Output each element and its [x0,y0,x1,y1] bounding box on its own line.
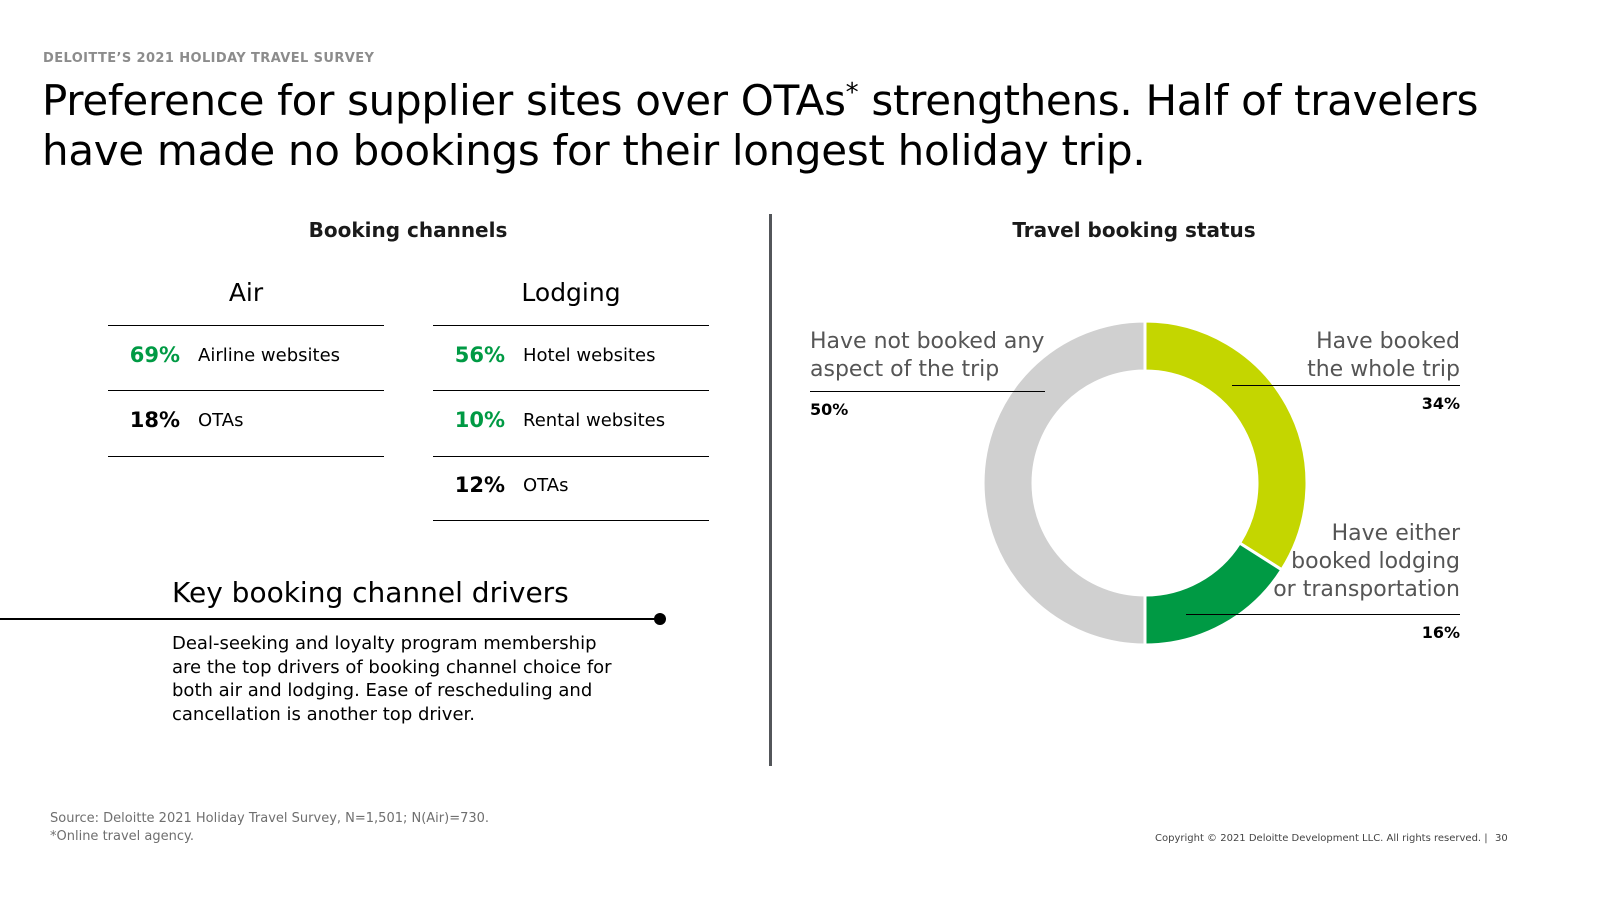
air-row-label: Airline websites [198,344,341,366]
drivers-rule-dot [654,613,666,625]
booking-channels-title: Booking channels [308,218,508,242]
lodging-divider [433,325,709,326]
label-not-booked-line1: Have not booked any [810,329,1045,354]
lodging-row-label: Rental websites [523,409,666,431]
source-text: Source: Deloitte 2021 Holiday Travel Sur… [50,811,490,826]
leader-whole-trip [1232,385,1460,386]
survey-kicker: DELOITTE’S 2021 HOLIDAY TRAVEL SURVEY [43,51,375,66]
donut-chart [981,319,1309,647]
headline-part1: Preference for supplier sites over OTAs [42,76,846,125]
page-number: 30 [1495,833,1508,844]
headline-part2: strengthens. Half of travelers have made… [42,76,1479,175]
column-separator [769,214,772,766]
chart-title: Travel booking status [1012,218,1256,242]
lodging-row-pct: 10% [454,408,505,432]
slice-whole-trip [1143,319,1309,572]
headline-asterisk: * [845,78,859,108]
air-divider [108,456,384,457]
label-whole-trip-line1: Have booked [1316,329,1460,354]
lodging-row-pct: 56% [454,343,505,367]
lodging-row-label: Hotel websites [523,344,656,366]
label-not-booked: Have not booked any aspect of the trip [810,328,1070,384]
air-row-label: OTAs [198,409,244,431]
lodging-row-pct: 12% [454,473,505,497]
slice-not-booked [981,319,1147,647]
pct-whole-trip: 34% [1421,394,1460,413]
footnote-text: *Online travel agency. [50,829,194,844]
lodging-divider [433,390,709,391]
label-whole-trip-line2: the whole trip [1307,357,1460,382]
pct-either: 16% [1421,623,1460,642]
lodging-row-label: OTAs [523,474,569,496]
air-divider [108,325,384,326]
air-row-pct: 69% [129,343,180,367]
footer-source: Source: Deloitte 2021 Holiday Travel Sur… [50,810,489,846]
air-row: 18% OTAs [108,408,384,432]
leader-either [1186,614,1460,615]
leader-not-booked [810,391,1045,392]
label-not-booked-line2: aspect of the trip [810,357,1000,382]
lodging-heading: Lodging [521,278,621,307]
air-divider [108,390,384,391]
label-either: Have either booked lodging or transporta… [1240,520,1460,604]
pct-not-booked: 50% [810,400,849,419]
label-either-line1: Have either [1331,521,1460,546]
label-either-line2: booked lodging [1291,549,1460,574]
drivers-body: Deal-seeking and loyalty program members… [172,633,612,725]
label-either-line3: or transportation [1273,577,1460,602]
air-row: 69% Airline websites [108,343,384,367]
drivers-title: Key booking channel drivers [172,576,569,609]
copyright: Copyright © 2021 Deloitte Development LL… [1155,833,1488,844]
air-row-pct: 18% [129,408,180,432]
drivers-rule [0,618,662,620]
lodging-divider [433,520,709,521]
lodging-row: 10% Rental websites [433,408,709,432]
page-title: Preference for supplier sites over OTAs*… [42,76,1542,176]
label-whole-trip: Have booked the whole trip [1260,328,1460,384]
air-heading: Air [228,278,264,307]
lodging-row: 12% OTAs [433,473,709,497]
lodging-divider [433,456,709,457]
lodging-row: 56% Hotel websites [433,343,709,367]
